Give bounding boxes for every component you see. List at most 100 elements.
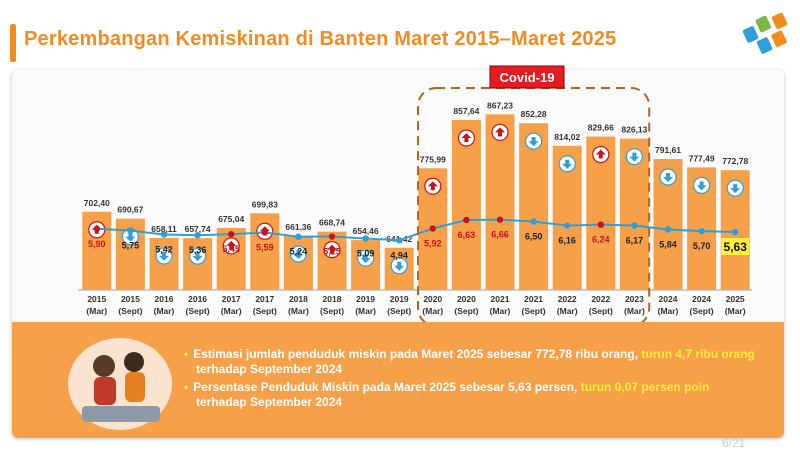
bar-value-label: 814,02 [554,132,580,142]
bullet-1-highlight: turun 4,7 ribu orang [641,347,755,361]
percent-value-label: 5,24 [290,247,308,257]
bar-value-label: 661,36 [285,222,311,232]
title-accent [10,24,16,62]
x-tick-period: (Mar) [557,306,578,316]
x-tick-year: 2015 [87,294,106,304]
percent-point [228,230,235,238]
x-tick-year: 2017 [255,294,274,304]
covid-badge-label: Covid-19 [500,70,555,85]
percent-value-label: 5,36 [189,245,207,255]
percent-line [96,218,736,242]
percent-point [597,221,604,228]
page-number: 6/21 [722,436,746,450]
bullet-dot: • [184,347,189,361]
bar-value-label: 657,74 [185,224,211,234]
x-tick-year: 2017 [222,294,241,304]
percent-value-label: 6,24 [592,235,610,245]
bar-value-label: 867,23 [487,100,513,110]
x-tick-period: (Mar) [355,306,376,316]
percent-point [530,218,537,225]
bar-value-label: 791,61 [655,145,681,155]
percent-value-label: 5,84 [659,239,677,249]
arrow-down-icon [730,184,741,194]
percent-point [328,233,336,240]
percent-value-label: 5,70 [693,241,711,251]
percent-value-label: 6,66 [491,230,509,240]
percent-point [127,227,134,234]
highlight-box [721,238,750,255]
info-bullet-count: • Estimasi jumlah penduduk miskin pada Ma… [184,347,774,377]
percent-value-label: 5,59 [256,242,274,252]
percent-point [160,231,168,238]
x-tick-year: 2016 [188,294,207,304]
bullet-dot: • [184,380,189,394]
x-tick-period: (Mar) [725,306,746,316]
arrow-down-icon [562,159,573,169]
x-tick-year: 2018 [323,294,342,304]
x-tick-year: 2019 [390,294,409,304]
arrow-down-icon [394,261,405,271]
children-illustration [68,338,172,430]
x-tick-year: 2019 [356,294,375,304]
x-tick-period: (Sept) [522,306,546,316]
x-tick-year: 2020 [457,294,476,304]
bar-value-label: 658,11 [151,224,177,234]
percent-point [93,225,101,232]
x-tick-year: 2018 [289,294,308,304]
x-tick-period: (Sept) [320,306,344,316]
bar-value-label: 829,66 [588,123,614,133]
x-tick-period: (Sept) [589,306,613,316]
x-tick-period: (Mar) [624,306,645,316]
x-tick-period: (Mar) [658,306,679,316]
arrow-down-icon [696,181,707,191]
x-tick-period: (Sept) [186,306,210,316]
x-tick-year: 2022 [558,294,577,304]
percent-value-label: 6,63 [458,230,476,240]
bar-value-label: 675,04 [218,214,244,224]
bullet-2-tail: terhadap September 2024 [196,395,343,409]
arrow-up-icon [226,240,237,250]
x-tick-year: 2024 [692,294,711,304]
arrow-up-icon [327,244,337,254]
bar-value-label: 857,64 [453,106,479,116]
arrow-up-icon [427,181,438,191]
arrow-down-icon [293,250,304,260]
x-tick-period: (Mar) [86,306,107,316]
percent-value-label: 6,17 [626,236,644,246]
arrow-up-icon [495,127,505,137]
x-tick-year: 2021 [524,294,543,304]
bar-value-label: 777,49 [689,153,715,163]
bar-value-label: 668,74 [319,218,345,228]
percent-point [261,229,268,236]
arrow-down-icon [192,252,203,262]
x-tick-period: (Mar) [288,306,309,316]
bar-value-label: 654,46 [353,226,379,236]
x-tick-year: 2025 [726,294,745,304]
x-tick-period: (Sept) [454,306,478,316]
bullet-1-tail: terhadap September 2024 [196,362,343,376]
percent-point [564,222,571,229]
x-tick-year: 2024 [659,294,678,304]
bullet-1-text: Estimasi jumlah penduduk miskin pada Mar… [193,347,639,361]
percent-point [698,227,705,235]
percent-point [362,235,369,242]
x-tick-year: 2016 [155,294,174,304]
percent-value-label: 5,45 [222,244,240,254]
arrow-down-icon [159,251,169,261]
percent-value-label: 5,25 [323,247,341,257]
percent-point [664,226,672,233]
x-tick-year: 2021 [491,294,510,304]
x-tick-period: (Mar) [221,306,242,316]
bps-logo-icon [742,12,788,54]
arrow-down-icon [528,137,539,147]
x-tick-period: (Mar) [154,306,175,316]
percent-value-label: 5,75 [122,241,140,251]
bar [317,231,347,290]
page-title: Perkembangan Kemiskinan di Banten Maret … [24,28,617,50]
x-tick-period: (Sept) [253,306,277,316]
x-tick-year: 2023 [625,294,644,304]
bar-value-label: 772,78 [722,156,748,166]
arrow-down-icon [629,152,640,162]
percent-point [631,222,638,229]
